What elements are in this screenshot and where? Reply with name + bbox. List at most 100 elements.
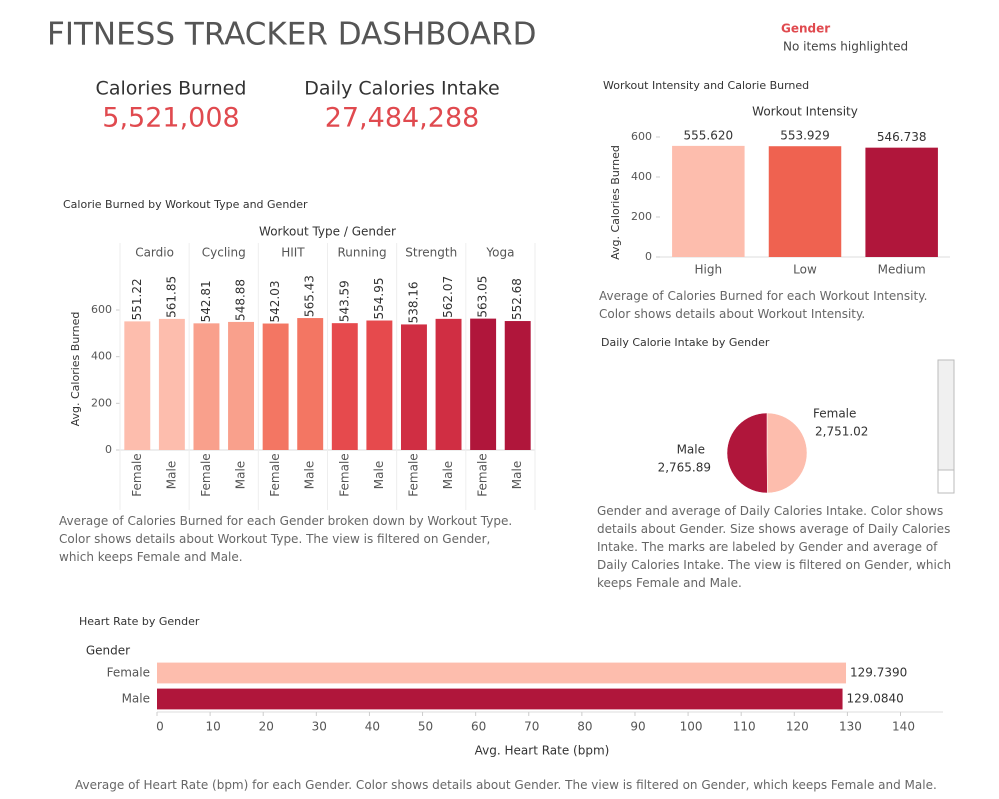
y-axis-label: Avg. Calories Burned: [69, 312, 82, 427]
slice-value: 2,751.02: [815, 425, 868, 439]
header: Workout Type / Gender: [259, 225, 396, 239]
value-label: 546.738: [877, 130, 927, 144]
y-tick-label: 600: [91, 303, 112, 316]
filter-status: No items highlighted: [783, 40, 908, 54]
x-tick-label: 60: [471, 720, 486, 734]
x-tick-label: Male: [441, 461, 455, 489]
y-tick-label: Male: [122, 692, 150, 706]
y-tick-label: 600: [631, 130, 652, 143]
bar: [157, 662, 847, 684]
chart-title: Workout Intensity and Calorie Burned: [603, 79, 809, 92]
x-tick-label: 120: [786, 720, 809, 734]
x-tick-label: 10: [205, 720, 220, 734]
x-tick-label: 110: [733, 720, 756, 734]
value-label: 551.22: [130, 278, 144, 320]
x-tick-label: Male: [510, 461, 524, 489]
bar: [331, 323, 358, 450]
value-label: 542.81: [199, 280, 213, 322]
filter-title: Gender: [781, 22, 830, 36]
y-tick-label: 0: [645, 250, 652, 263]
x-tick-label: 40: [365, 720, 380, 734]
value-label: 563.05: [476, 276, 490, 318]
bar: [366, 320, 393, 450]
group-label: Cycling: [202, 246, 246, 260]
caption: Average of Heart Rate (bpm) for each Gen…: [75, 778, 937, 792]
x-tick-label: Medium: [878, 263, 926, 277]
header: Workout Intensity: [752, 105, 858, 119]
x-tick-label: 90: [630, 720, 645, 734]
x-tick-label: Female: [268, 453, 282, 496]
x-tick-label: Female: [199, 453, 213, 496]
x-tick-label: 80: [577, 720, 592, 734]
x-tick-label: 0: [156, 720, 164, 734]
value-label: 555.620: [684, 128, 734, 142]
x-tick-label: Male: [303, 461, 317, 489]
value-label: 548.88: [234, 279, 248, 321]
kpi-value: 27,484,288: [325, 103, 480, 134]
x-tick-label: Male: [164, 461, 178, 489]
value-label: 129.0840: [847, 692, 904, 706]
header: Gender: [86, 644, 130, 658]
bar: [672, 145, 745, 257]
value-label: 565.43: [303, 275, 317, 317]
value-label: 553.929: [780, 129, 830, 143]
pie-slice: [766, 412, 808, 494]
pie-slice: [726, 412, 768, 494]
x-tick-label: Male: [234, 461, 248, 489]
x-tick-label: Female: [406, 453, 420, 496]
kpi-value: 5,521,008: [102, 103, 239, 134]
chart-title: Daily Calorie Intake by Gender: [601, 336, 770, 349]
value-label: 129.7390: [850, 666, 907, 680]
y-tick-label: Female: [107, 666, 150, 680]
bar: [193, 323, 220, 450]
x-tick-label: 30: [312, 720, 327, 734]
y-tick-label: 0: [105, 443, 112, 456]
scroll-thumb[interactable]: [937, 469, 955, 494]
value-label: 554.95: [372, 278, 386, 320]
bar: [400, 324, 427, 450]
value-label: 543.59: [337, 280, 351, 322]
bar: [297, 318, 324, 450]
value-label: 552.68: [510, 278, 524, 320]
x-tick-label: 140: [892, 720, 915, 734]
x-tick-label: Low: [793, 263, 817, 277]
value-label: 538.16: [406, 281, 420, 323]
group-label: Cardio: [135, 246, 174, 260]
x-tick-label: 50: [418, 720, 433, 734]
bar: [435, 318, 462, 450]
group-label: Strength: [405, 246, 457, 260]
bar: [158, 318, 185, 450]
caption: Average of Calories Burned for each Work…: [599, 289, 928, 321]
caption: Average of Calories Burned for each Gend…: [59, 514, 513, 564]
slice-label: Female: [813, 407, 856, 421]
group-label: Yoga: [485, 246, 514, 260]
kpi-label: Daily Calories Intake: [304, 78, 499, 100]
bar: [124, 321, 151, 450]
y-tick-label: 400: [631, 170, 652, 183]
x-tick-label: 130: [839, 720, 862, 734]
kpi-label: Calories Burned: [96, 78, 247, 100]
slice-value: 2,765.89: [658, 461, 711, 475]
chart-title: Heart Rate by Gender: [79, 615, 200, 628]
x-axis-label: Avg. Heart Rate (bpm): [475, 744, 610, 758]
value-label: 562.07: [441, 276, 455, 318]
bar: [504, 321, 531, 450]
group-label: HIIT: [281, 246, 305, 260]
x-tick-label: Female: [130, 453, 144, 496]
x-tick-label: Female: [337, 453, 351, 496]
y-tick-label: 200: [91, 396, 112, 409]
caption: Gender and average of Daily Calories Int…: [597, 504, 952, 590]
bar: [768, 146, 842, 257]
value-label: 561.85: [164, 276, 178, 318]
chart-title: Calorie Burned by Workout Type and Gende…: [63, 198, 308, 211]
x-tick-label: 70: [524, 720, 539, 734]
bar: [262, 323, 289, 450]
bar: [157, 688, 843, 710]
x-tick-label: 20: [259, 720, 274, 734]
x-tick-label: High: [695, 263, 723, 277]
bar: [470, 318, 497, 450]
dashboard-title: FITNESS TRACKER DASHBOARD: [47, 17, 536, 53]
slice-label: Male: [677, 443, 705, 457]
